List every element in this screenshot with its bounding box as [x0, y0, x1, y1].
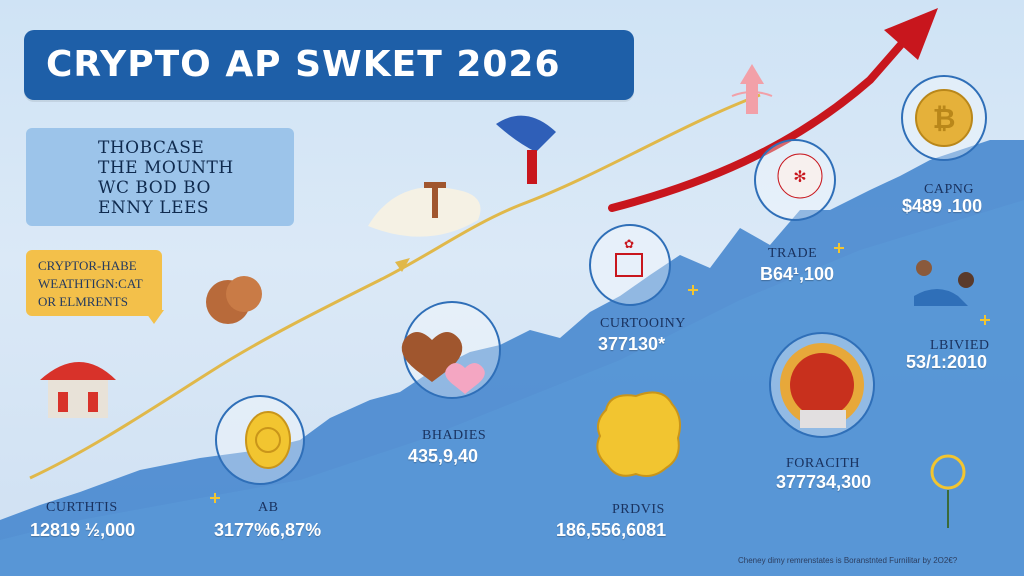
title-banner: CRYPTO AP SWKET 2026 — [24, 30, 634, 100]
svg-text:✿: ✿ — [624, 237, 634, 251]
info-box: THOBCASE THE MOUNTH WC BOD BO ENNY LEES — [26, 128, 294, 226]
callout-line-1: CRYPTOR-HABE — [38, 258, 137, 273]
red-arrowhead — [884, 8, 938, 60]
lantern-icon: ✻ — [777, 153, 823, 199]
milestone-label-5: PRDVIS — [612, 502, 665, 517]
bitcoin-icon: ₿ — [915, 89, 973, 147]
gold-progress-path — [29, 93, 761, 480]
coin-icon — [245, 411, 291, 469]
milestone-value-8: 53/1:2010 — [906, 352, 988, 372]
sparkle-decorations — [210, 243, 990, 503]
milestone-label-4: CURTOOINY — [600, 316, 686, 331]
milestone-value-1: 12819 ½,000 — [30, 520, 136, 540]
info-line-4: ENNY LEES — [98, 198, 210, 218]
info-line-3: WC BOD BO — [98, 178, 211, 198]
callout-line-2: WEATHTIGN:CAT — [38, 276, 143, 291]
footer-credit: Cheney dimy remrenstates is Boranstnted … — [738, 556, 958, 565]
milestone-value-9: $489 .100 — [902, 196, 983, 216]
svg-text:✻: ✻ — [793, 167, 806, 186]
milestone-label-7: FORACITH — [786, 456, 861, 471]
page-title: CRYPTO AP SWKET 2026 — [46, 44, 561, 85]
temple-icon — [40, 362, 116, 418]
info-line-1: THOBCASE — [98, 138, 205, 158]
red-seal-icon: ✿ — [615, 237, 643, 277]
callout-line-3: OR ELMRENTS — [38, 294, 128, 309]
svg-text:₿: ₿ — [933, 102, 956, 135]
callout-box: CRYPTOR-HABE WEATHTIGN:CAT OR ELMRENTS — [26, 250, 164, 324]
milestone-value-6: B64¹,100 — [760, 264, 835, 284]
milestone-label-6: TRADE — [768, 246, 818, 261]
gold-crown-icon — [596, 391, 681, 477]
tree-icon — [930, 454, 966, 528]
coin-stack-icon — [206, 276, 262, 324]
milestone-value-7: 377734,300 — [776, 472, 872, 492]
milestone-label-1: CURTHTIS — [46, 500, 118, 515]
gold-path-arrowhead — [395, 258, 410, 272]
milestone-value-4: 377130* — [598, 334, 666, 354]
red-trend-arrow — [608, 36, 909, 212]
milestone-value-3: 435,9,40 — [408, 446, 479, 466]
milestone-label-8: LBIVIED — [930, 338, 990, 353]
milestone-value-5: 186,556,6081 — [556, 520, 667, 540]
pagoda-icon — [731, 64, 773, 114]
callout-tail — [144, 310, 164, 324]
flag-bearer-icon — [496, 115, 556, 184]
red-medallion-icon — [780, 343, 864, 428]
scroll-icon — [368, 182, 481, 237]
handshake-icon — [914, 260, 974, 306]
milestone-ring-3 — [589, 224, 671, 306]
milestone-label-2: AB — [258, 500, 279, 515]
milestone-label-9: CAPNG — [924, 182, 974, 197]
heart-icon — [401, 332, 485, 394]
growth-area-highlight — [0, 200, 1024, 576]
milestone-label-3: BHADIES — [422, 428, 487, 443]
info-line-2: THE MOUNTH — [98, 158, 234, 178]
milestone-value-2: 3177%6,87% — [214, 520, 322, 540]
